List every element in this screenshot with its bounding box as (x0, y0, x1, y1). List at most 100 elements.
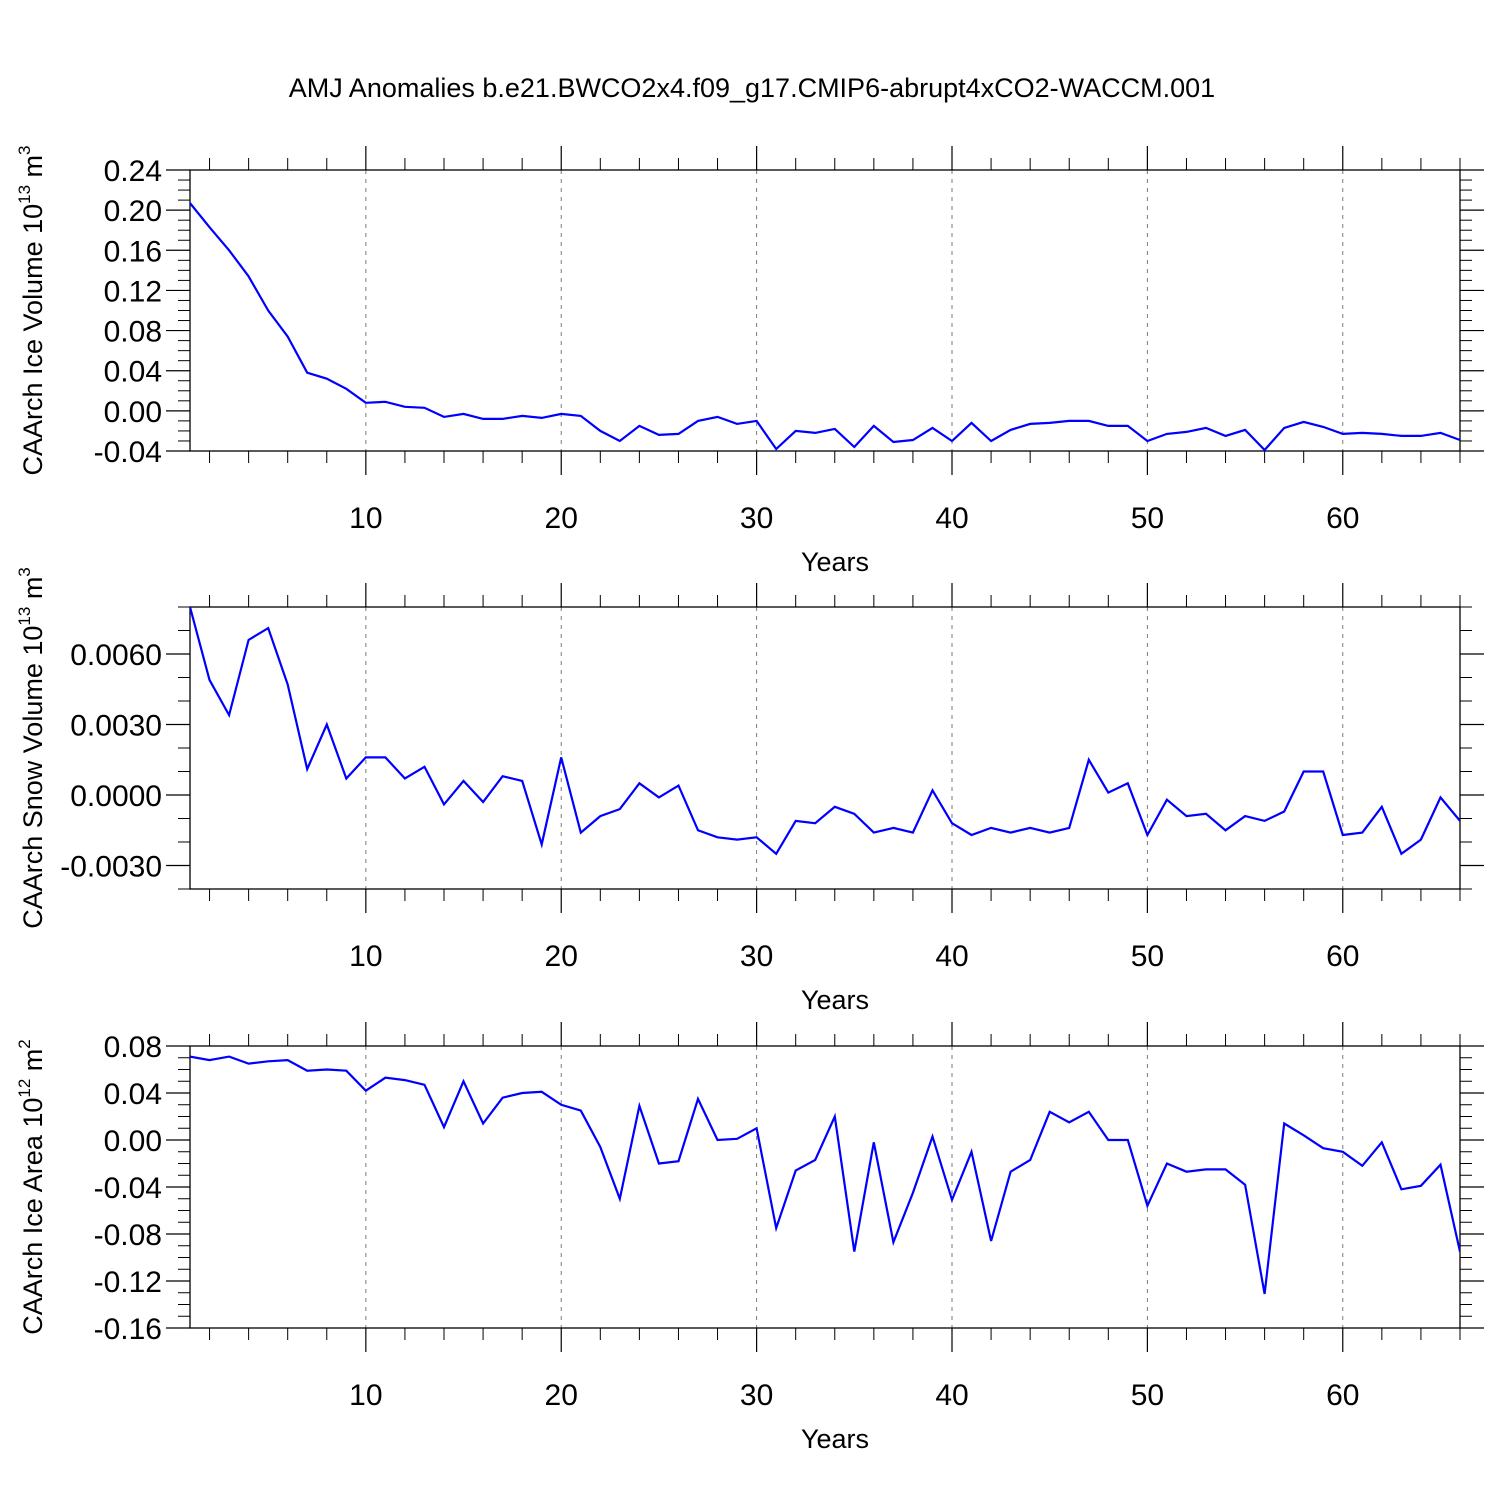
data-point (1126, 1138, 1130, 1142)
data-point (813, 821, 817, 825)
y-tick-label: -0.0030 (60, 851, 162, 884)
x-tick-label: 30 (740, 1379, 773, 1412)
y-tick-label: 0.08 (104, 1031, 162, 1064)
data-point (286, 1058, 290, 1062)
data-point (344, 777, 348, 781)
data-point (911, 1191, 915, 1195)
data-point (872, 424, 876, 428)
data-point (1204, 812, 1208, 816)
y-tick-label: 0.04 (104, 1078, 162, 1111)
data-point (618, 439, 622, 443)
data-point (833, 427, 837, 431)
data-point (833, 1115, 837, 1119)
panel-3: 10 20 30 40 50 60 -0.16 -0.12 -0.08 -0.04 0.00 0.04… (15, 1022, 1484, 1454)
data-point (970, 1150, 974, 1154)
data-point (462, 412, 466, 416)
data-point (520, 1091, 524, 1095)
data-point (1048, 831, 1052, 835)
data-point (1263, 448, 1267, 452)
data-point (716, 415, 720, 419)
x-tick-label: 60 (1326, 1379, 1359, 1412)
data-point (1009, 831, 1013, 835)
data-point (1145, 833, 1149, 837)
data-point (442, 415, 446, 419)
data-point (579, 831, 583, 835)
data-point (1282, 809, 1286, 813)
data-point (696, 419, 700, 423)
data-point (872, 1140, 876, 1144)
data-point (1419, 434, 1423, 438)
data-point (540, 842, 544, 846)
data-point (774, 1226, 778, 1230)
data-point (1106, 424, 1110, 428)
data-point (755, 419, 759, 423)
x-tick-label: 20 (545, 502, 578, 535)
data-point (227, 1055, 231, 1059)
data-point (989, 826, 993, 830)
data-point (1243, 428, 1247, 432)
data-point (735, 1137, 739, 1141)
data-point (1419, 1184, 1423, 1188)
data-point (1184, 814, 1188, 818)
data-point (1145, 439, 1149, 443)
data-point (1282, 1122, 1286, 1126)
data-point (1224, 1167, 1228, 1171)
data-point (422, 1083, 426, 1087)
data-point (970, 833, 974, 837)
data-point (1028, 1158, 1032, 1162)
data-point (774, 447, 778, 451)
data-point (227, 248, 231, 252)
panel-2: 10 20 30 40 50 60 -0.0030 0.0000 0.0030 0.0060 Yea… (15, 567, 1484, 1015)
data-point (208, 225, 212, 229)
data-point (286, 683, 290, 687)
data-point (208, 678, 212, 682)
data-point (1224, 828, 1228, 832)
x-axis-label: Years (801, 985, 869, 1015)
x-tick-label: 20 (545, 940, 578, 973)
plot-frame (189, 1045, 1461, 1329)
x-tick-label: 40 (935, 502, 968, 535)
panel-1: 10 20 30 40 50 60 -0.04 0.00 0.04 0.08 0.12 0.16 0.2… (15, 145, 1484, 577)
data-point (540, 1090, 544, 1094)
data-point (1048, 421, 1052, 425)
y-tick-label: -0.04 (94, 1172, 162, 1205)
data-point (930, 1134, 934, 1138)
data-point (1263, 1292, 1267, 1296)
data-point (755, 835, 759, 839)
data-point (1458, 819, 1462, 823)
data-point (1009, 1170, 1013, 1174)
data-point (1165, 1162, 1169, 1166)
x-axis-label: Years (801, 547, 869, 577)
data-point (1360, 831, 1364, 835)
y-tick-label: 0.00 (104, 1125, 162, 1158)
x-tick-label: 10 (349, 502, 382, 535)
data-point (950, 821, 954, 825)
y-tick-label: 0.0060 (70, 639, 162, 672)
y-tick-label: -0.12 (94, 1266, 162, 1299)
x-tick-label: 20 (545, 1379, 578, 1412)
y-axis-label: CAArch Snow Volume 1013 m3 (15, 567, 48, 929)
data-point (247, 638, 251, 642)
y-tick-label: 0.0000 (70, 780, 162, 813)
data-point (735, 422, 739, 426)
data-point (1067, 419, 1071, 423)
data-point (305, 767, 309, 771)
y-axis-label: CAArch Ice Volume 1013 m3 (15, 145, 48, 475)
data-point (325, 723, 329, 727)
data-point (1399, 434, 1403, 438)
data-point (501, 1096, 505, 1100)
x-tick-label: 50 (1131, 1379, 1164, 1412)
data-point (1106, 1138, 1110, 1142)
data-point (481, 1122, 485, 1126)
data-point (755, 1126, 759, 1130)
data-point (462, 779, 466, 783)
data-point (1263, 819, 1267, 823)
x-tick-label: 30 (740, 940, 773, 973)
data-point (442, 1125, 446, 1129)
data-point (305, 371, 309, 375)
data-point (1399, 852, 1403, 856)
y-tick-label: 0.16 (104, 235, 162, 268)
data-point (559, 412, 563, 416)
data-point (1341, 432, 1345, 436)
data-point (989, 439, 993, 443)
